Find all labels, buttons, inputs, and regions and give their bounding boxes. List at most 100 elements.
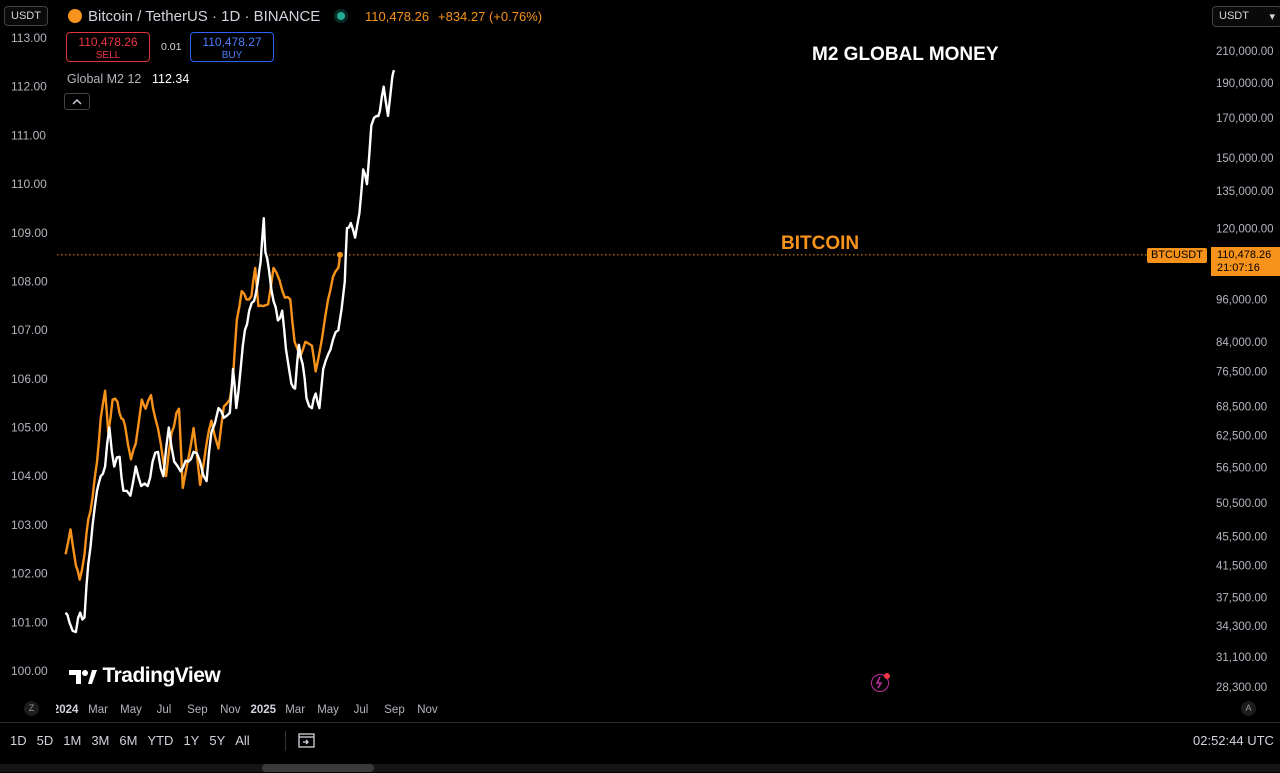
left-axis-tick: 102.00 [11,567,48,581]
price-change: +834.27 (+0.76%) [438,9,543,24]
indicator-value: 112.34 [152,72,190,86]
tradingview-logo: TradingView [68,664,221,688]
price-tag: 110,478.26 21:07:16 [1211,247,1280,276]
collapse-legend-button[interactable] [64,93,90,110]
right-axis-tick: 37,500.00 [1216,593,1267,605]
x-axis-tick: Nov [220,704,241,716]
sell-label: SELL [95,50,121,61]
left-axis-tick: 106.00 [11,372,48,386]
bitcoin-last-point [336,251,343,258]
left-axis-tick: 108.00 [11,274,48,288]
right-axis-tick: 210,000.00 [1216,46,1274,58]
buy-button[interactable]: 110,478.27 BUY [190,32,274,62]
left-axis-tick: 107.00 [11,323,48,337]
chevron-up-icon [72,99,82,105]
x-axis-tick: Sep [187,704,207,716]
buy-price: 110,478.27 [202,35,262,49]
x-axis-tick: Jul [354,704,369,716]
scrollbar-thumb[interactable] [262,764,374,772]
buy-label: BUY [221,50,243,61]
right-axis-tick: 50,500.00 [1216,498,1267,510]
calendar-range-icon [298,733,315,748]
timeframe-5d[interactable]: 5D [36,733,54,748]
right-axis-tick: 190,000.00 [1216,78,1274,90]
left-axis-tick: 105.00 [11,421,48,435]
right-axis-tick: 28,300.00 [1216,682,1267,694]
m2-annotation: M2 GLOBAL MONEY [812,44,999,65]
timeframe-all[interactable]: All [235,733,250,748]
x-axis-tick: 2025 [250,704,276,716]
left-axis-tick: 103.00 [11,518,48,532]
price-tag-countdown: 21:07:16 [1217,262,1260,274]
market-open-icon [337,12,345,20]
timeframe-6m[interactable]: 6M [119,733,138,748]
chevron-down-icon: ▾ [1269,11,1275,23]
right-axis-tick: 31,100.00 [1216,652,1267,664]
timeframe-1d[interactable]: 1D [10,733,27,748]
sell-button[interactable]: 110,478.26 SELL [66,32,150,62]
bitcoin-annotation: BITCOIN [781,233,860,254]
right-axis-tick: 62,500.00 [1216,431,1267,443]
x-axis-tick: Jul [157,704,172,716]
left-axis-tick: 110.00 [11,177,47,191]
currency-label: USDT [11,10,41,22]
right-axis-tick: 135,000.00 [1216,186,1274,198]
notification-dot [884,673,890,679]
indicator-name[interactable]: Global M2 12 [67,72,142,86]
spread-value: 0.01 [161,41,182,53]
x-axis-tick: 2024 [53,704,79,716]
watermark-text: TradingView [102,664,221,687]
lightning-icon[interactable] [871,674,889,692]
right-currency-label: USDT [1219,10,1249,22]
symbol-title[interactable]: Bitcoin / TetherUS · 1D · BINANCE [88,8,321,25]
right-axis-tick: 96,000.00 [1216,294,1267,306]
left-axis-tick: 112.00 [11,80,47,94]
left-axis-tick: 104.00 [11,469,48,483]
scrollbar-track [0,764,1280,772]
x-axis-tick: May [317,704,339,716]
right-axis-tick: 56,500.00 [1216,463,1267,475]
last-price: 110,478.26 [365,9,430,24]
timeframe-ytd[interactable]: YTD [147,733,174,748]
timeframe-1m[interactable]: 1M [63,733,82,748]
tradingview-logo-icon [69,670,97,684]
timeframe-bar: 1D 5D 1M 3M 6M YTD 1Y 5Y All [10,732,260,750]
x-axis-tick: May [120,704,142,716]
left-axis-tick: 109.00 [11,226,48,240]
series-line-m2 [64,69,396,634]
left-axis-tick: 101.00 [11,615,48,629]
x-axis-tick: Nov [417,704,438,716]
right-axis-tick: 34,300.00 [1216,621,1267,633]
right-axis-tick: 84,000.00 [1216,337,1267,349]
price-tag-value: 110,478.26 [1217,249,1272,261]
price-tag-symbol: BTCUSDT [1147,248,1207,263]
utc-clock[interactable]: 02:52:44 UTC [1193,733,1274,748]
left-axis-tick: 113.00 [11,31,47,45]
left-axis-tick: 100.00 [11,664,48,678]
goto-date-button[interactable] [297,731,317,754]
right-axis-tick: 45,500.00 [1216,531,1267,543]
left-axis-tick: 111.00 [11,128,46,142]
chart-area[interactable]: 113.00 112.00 111.00 110.00 109.00 108.00 107.… [0,0,1280,722]
currency-selector[interactable]: USDT [4,6,48,26]
x-axis-tick: Sep [384,704,404,716]
bolt-glyph-icon [875,676,883,689]
right-axis-tick: 120,000.00 [1216,224,1274,236]
right-currency-selector[interactable]: USDT ▾ [1212,6,1280,27]
right-axis-tick: 41,500.00 [1216,561,1267,573]
right-axis-tick: 150,000.00 [1216,153,1274,165]
toolbar-divider [285,731,286,751]
bitcoin-logo-icon [68,9,82,23]
right-axis-tick: 68,500.00 [1216,401,1267,413]
timeframe-3m[interactable]: 3M [91,733,110,748]
series-line-bitcoin [64,254,342,581]
sell-price: 110,478.26 [78,35,138,49]
timeframe-5y[interactable]: 5Y [209,733,226,748]
auto-scale-badge[interactable]: A [1241,701,1256,716]
zoom-left-badge[interactable]: Z [24,701,39,716]
right-axis-tick: 170,000.00 [1216,113,1274,125]
right-axis-tick: 76,500.00 [1216,366,1267,378]
timeframe-1y[interactable]: 1Y [183,733,200,748]
x-axis-tick: Mar [88,704,108,716]
x-axis-tick: Mar [285,704,305,716]
